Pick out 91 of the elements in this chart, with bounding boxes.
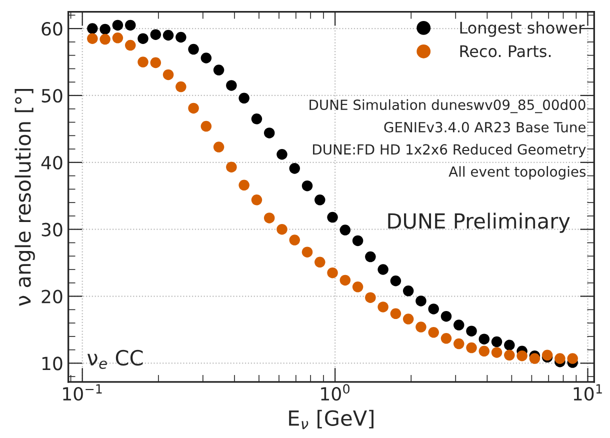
point bbox=[314, 194, 326, 206]
point bbox=[327, 212, 338, 223]
point bbox=[365, 251, 376, 262]
point bbox=[390, 275, 402, 286]
point bbox=[504, 350, 515, 361]
point bbox=[402, 314, 414, 324]
point bbox=[289, 163, 300, 174]
point bbox=[504, 340, 515, 351]
point bbox=[478, 346, 490, 357]
point bbox=[289, 234, 300, 246]
point bbox=[188, 102, 199, 114]
point bbox=[200, 52, 212, 64]
point bbox=[264, 128, 275, 138]
point bbox=[340, 224, 351, 236]
point bbox=[124, 20, 136, 31]
y-axis-title: ν angle resolution [°] bbox=[14, 88, 35, 306]
point bbox=[100, 24, 110, 35]
point bbox=[567, 353, 578, 364]
point bbox=[554, 353, 566, 364]
point bbox=[264, 212, 275, 224]
point bbox=[87, 33, 98, 44]
point bbox=[100, 34, 110, 45]
point bbox=[276, 224, 288, 235]
point bbox=[251, 114, 262, 124]
y-tick-label: 50 bbox=[42, 88, 62, 103]
point bbox=[276, 149, 288, 160]
point bbox=[150, 57, 162, 68]
point bbox=[213, 142, 224, 152]
point bbox=[440, 310, 452, 322]
point bbox=[466, 342, 477, 354]
point bbox=[491, 347, 502, 358]
point bbox=[378, 302, 388, 312]
point bbox=[162, 30, 174, 41]
point bbox=[200, 120, 212, 132]
point bbox=[112, 20, 124, 31]
point bbox=[138, 56, 148, 68]
point bbox=[112, 32, 124, 44]
y-tick-label: 60 bbox=[42, 22, 62, 36]
point bbox=[162, 69, 174, 80]
legend-label: Longest shower bbox=[460, 21, 585, 37]
point bbox=[416, 296, 426, 306]
point bbox=[352, 282, 364, 292]
point bbox=[416, 322, 426, 332]
point bbox=[251, 194, 262, 206]
point bbox=[314, 256, 326, 268]
point bbox=[428, 327, 439, 338]
y-tick-label: 30 bbox=[42, 222, 62, 236]
point bbox=[466, 326, 477, 336]
point bbox=[238, 180, 250, 191]
annotation: ν$_{e}$ CC bbox=[87, 350, 143, 369]
x-tick-label: 10$^{1}$ bbox=[574, 384, 602, 401]
point bbox=[453, 320, 464, 330]
point bbox=[150, 29, 162, 40]
point bbox=[188, 44, 199, 55]
point bbox=[365, 292, 376, 303]
point bbox=[352, 235, 364, 246]
annotation: DUNE Simulation duneswv09_85_00d00 bbox=[310, 99, 586, 114]
point bbox=[213, 64, 224, 76]
point bbox=[124, 40, 136, 51]
point bbox=[428, 304, 439, 314]
point bbox=[529, 353, 540, 364]
point bbox=[402, 286, 414, 296]
y-tick-label: 40 bbox=[41, 156, 62, 170]
point bbox=[390, 308, 402, 320]
point bbox=[138, 33, 148, 44]
point bbox=[453, 338, 464, 350]
y-tick-label: 20 bbox=[42, 290, 62, 304]
annotation: All event topologies bbox=[448, 166, 586, 180]
point bbox=[378, 264, 388, 275]
point bbox=[478, 334, 490, 344]
annotation: DUNE:FD HD 1x2x6 Reduced Geometry bbox=[313, 144, 586, 158]
x-axis-title: E$_{ν}$ [GeV] bbox=[289, 410, 374, 430]
x-tick-label: 10$^{0}$ bbox=[321, 384, 350, 401]
point bbox=[87, 23, 98, 34]
point bbox=[340, 274, 351, 286]
x-tick-label: 10$^{−1}$ bbox=[63, 384, 102, 401]
point bbox=[226, 162, 237, 172]
point bbox=[327, 267, 338, 278]
annotation: DUNE Preliminary bbox=[388, 212, 570, 233]
point bbox=[226, 80, 237, 91]
point bbox=[302, 180, 313, 192]
point bbox=[302, 246, 313, 258]
annotation: GENIEv3.4.0 AR23 Base Tune bbox=[384, 122, 586, 132]
point bbox=[176, 32, 186, 43]
point bbox=[491, 336, 502, 348]
point bbox=[238, 92, 250, 104]
point bbox=[516, 350, 528, 362]
legend-label: Reco. Parts. bbox=[460, 45, 551, 58]
y-tick-label: 10 bbox=[42, 356, 62, 370]
point bbox=[440, 333, 452, 344]
point bbox=[176, 81, 186, 92]
